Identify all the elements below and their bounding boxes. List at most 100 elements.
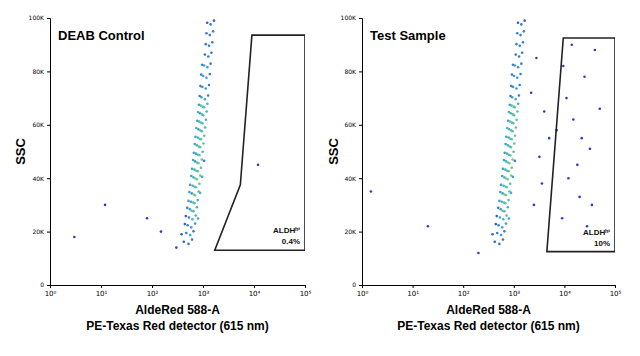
event-point — [514, 98, 517, 101]
x-tick-label: 10⁰ — [357, 290, 369, 298]
event-point — [186, 207, 189, 210]
y-tick-label: 0 — [352, 281, 356, 288]
event-point — [202, 142, 205, 145]
event-point — [206, 66, 209, 69]
event-point — [503, 230, 506, 233]
y-axis: 020K40K60K80K100K — [341, 14, 363, 288]
x-tick-label: 10¹ — [407, 290, 419, 298]
event-point — [567, 177, 570, 180]
event-point — [201, 176, 204, 179]
event-point — [515, 118, 518, 121]
x-axis-title: AldeRed 588-A — [135, 303, 220, 317]
plot-area — [73, 19, 305, 250]
gate-percent: 0.4% — [282, 237, 300, 246]
event-point — [502, 168, 505, 171]
y-tick-label: 20K — [344, 228, 357, 235]
x-tick-mark — [615, 285, 616, 288]
event-point — [209, 34, 212, 37]
event-point — [497, 224, 500, 227]
x-tick-label: 10⁴ — [249, 290, 261, 298]
x-axis-line — [363, 286, 616, 289]
y-tick-mark — [359, 178, 362, 179]
x-tick: 10¹ — [96, 285, 108, 298]
event-point — [504, 143, 507, 146]
event-point — [509, 95, 512, 98]
panel: ALDHʰⁱ0.4%10⁰10¹10²10³10⁴10⁵020K40K60K80… — [13, 14, 312, 333]
figure: ALDHʰⁱ0.4%10⁰10¹10²10³10⁴10⁵020K40K60K80… — [0, 0, 640, 356]
event-point — [512, 176, 515, 179]
event-point — [211, 41, 214, 44]
event-point — [201, 113, 204, 116]
event-point — [195, 169, 198, 172]
panel: ALDHʰⁱ10%10⁰10¹10²10³10⁴10⁵020K40K60K80K… — [326, 14, 622, 333]
y-tick-label: 40K — [32, 175, 45, 182]
event-point — [503, 152, 506, 155]
event-point — [510, 166, 513, 169]
x-axis-title: PE-Texas Red detector (615 nm) — [86, 319, 269, 333]
event-point — [196, 119, 199, 122]
event-point — [185, 232, 188, 235]
event-point — [512, 105, 515, 108]
event-point — [182, 240, 185, 243]
event-point — [175, 246, 178, 249]
y-tick-label: 60K — [32, 121, 45, 128]
event-point — [510, 129, 513, 132]
y-tick: 0 — [40, 281, 50, 288]
x-tick: 10⁴ — [559, 285, 571, 298]
event-point — [499, 216, 502, 219]
event-point — [160, 230, 163, 233]
y-tick-label: 20K — [32, 228, 45, 235]
panel-title: Test Sample — [370, 28, 446, 43]
event-point — [208, 44, 211, 47]
event-point — [210, 51, 213, 54]
event-point — [201, 105, 204, 108]
event-point — [188, 216, 191, 219]
event-point — [192, 152, 195, 155]
event-point — [511, 158, 514, 161]
event-point — [186, 224, 189, 227]
y-tick-mark — [47, 232, 50, 233]
y-tick-label: 40K — [344, 175, 357, 182]
event-point — [520, 62, 523, 65]
event-point — [205, 32, 208, 35]
event-point — [512, 63, 515, 66]
event-point — [518, 84, 521, 87]
event-point — [501, 209, 504, 212]
gate-label: ALDHʰⁱ — [583, 228, 610, 237]
y-tick: 60K — [344, 121, 362, 128]
event-point — [598, 107, 601, 110]
event-point — [514, 160, 517, 163]
event-point — [503, 159, 506, 162]
gate-label: ALDHʰⁱ — [273, 226, 300, 235]
y-tick-mark — [359, 18, 362, 19]
event-point — [192, 159, 195, 162]
event-point — [493, 240, 496, 243]
event-point — [516, 110, 519, 113]
event-point — [203, 160, 206, 163]
event-point — [500, 184, 503, 187]
event-point — [502, 218, 505, 221]
y-tick: 20K — [32, 228, 50, 235]
x-tick-label: 10¹ — [96, 290, 108, 298]
event-point — [512, 150, 515, 153]
event-point — [197, 111, 200, 114]
event-point — [193, 143, 196, 146]
event-point — [209, 62, 212, 65]
event-point — [209, 23, 212, 26]
event-point — [185, 215, 188, 218]
event-point — [517, 22, 520, 25]
event-point — [212, 30, 215, 33]
event-point — [500, 234, 503, 237]
event-point — [494, 223, 497, 226]
chart-container: ALDHʰⁱ0.4%10⁰10¹10²10³10⁴10⁵020K40K60K80… — [0, 0, 640, 356]
event-point — [199, 192, 202, 195]
y-tick: 100K — [29, 14, 50, 21]
event-point — [207, 94, 210, 97]
y-axis: 020K40K60K80K100K — [29, 14, 51, 288]
event-point — [507, 199, 510, 202]
event-point — [257, 164, 260, 167]
event-point — [499, 191, 502, 194]
event-point — [507, 161, 510, 164]
event-point — [576, 164, 579, 167]
event-point — [519, 73, 522, 76]
